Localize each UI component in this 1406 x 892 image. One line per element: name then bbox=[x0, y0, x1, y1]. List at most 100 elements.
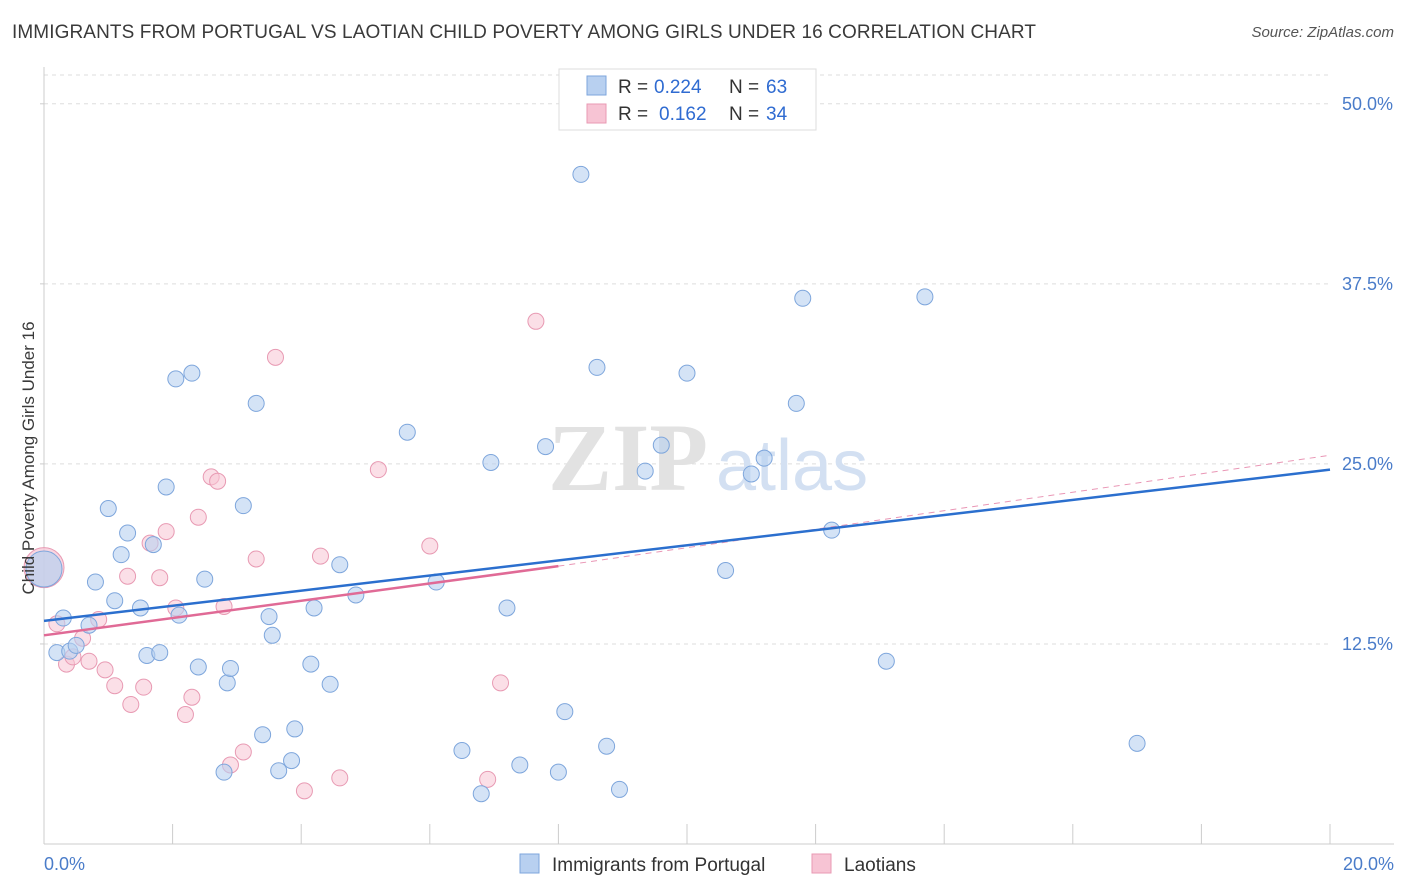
bottom-legend-swatch-pink bbox=[811, 853, 832, 874]
trend-lines bbox=[43, 454, 1331, 637]
portugal-point bbox=[472, 785, 490, 803]
legend-r-value-pink: 0.162 bbox=[659, 104, 707, 125]
y-tick-label: 50.0% bbox=[1342, 94, 1393, 114]
grid-lines bbox=[44, 74, 1330, 645]
legend-r-label-blue: R = bbox=[618, 77, 648, 98]
laotians-point bbox=[492, 674, 510, 692]
laotians-point bbox=[234, 743, 252, 761]
laotians-point bbox=[119, 567, 137, 585]
laotians-points bbox=[23, 312, 545, 800]
watermark-atlas: atlas bbox=[716, 426, 868, 506]
legend-box: R = 0.224 N = 63 R = 0.162 N = 34 bbox=[558, 68, 817, 131]
watermark: ZIP atlas bbox=[548, 404, 868, 511]
laotians-point bbox=[331, 769, 349, 787]
portugal-point bbox=[1128, 734, 1146, 752]
portugal-point bbox=[157, 478, 175, 496]
portugal-point bbox=[221, 659, 239, 677]
portugal-point bbox=[511, 756, 529, 774]
portugal-point bbox=[106, 592, 124, 610]
axes bbox=[40, 67, 1394, 845]
portugal-point bbox=[302, 655, 320, 673]
portugal-point bbox=[260, 608, 278, 626]
portugal-point bbox=[25, 550, 63, 588]
portugal-point bbox=[916, 288, 934, 306]
portugal-point bbox=[742, 465, 760, 483]
y-tick-label: 12.5% bbox=[1342, 634, 1393, 654]
laotians-point bbox=[421, 537, 439, 555]
portugal-point bbox=[755, 449, 773, 467]
portugal-point bbox=[263, 626, 281, 644]
legend-n-value-pink: 34 bbox=[766, 104, 788, 125]
laotians-trend-line bbox=[43, 564, 559, 637]
portugal-point bbox=[196, 570, 214, 588]
portugal-point bbox=[794, 289, 812, 307]
laotians-point bbox=[247, 550, 265, 568]
portugal-point bbox=[482, 453, 500, 471]
portugal-point bbox=[183, 364, 201, 382]
portugal-point bbox=[112, 546, 130, 564]
chart-title: IMMIGRANTS FROM PORTUGAL VS LAOTIAN CHIL… bbox=[12, 22, 1037, 43]
legend-swatch-blue bbox=[586, 75, 607, 96]
portugal-point bbox=[86, 573, 104, 591]
portugal-point bbox=[144, 536, 162, 554]
portugal-point bbox=[549, 763, 567, 781]
bottom-legend-swatch-blue bbox=[519, 853, 540, 874]
laotians-point bbox=[369, 461, 387, 479]
laotians-point bbox=[295, 782, 313, 800]
portugal-point bbox=[717, 561, 735, 579]
legend-swatch-pink bbox=[586, 103, 607, 124]
laotians-point bbox=[96, 661, 114, 679]
portugal-points bbox=[25, 165, 1146, 803]
portugal-point bbox=[151, 644, 169, 662]
portugal-point bbox=[305, 599, 323, 617]
portugal-point bbox=[498, 599, 516, 617]
portugal-point bbox=[119, 524, 137, 542]
watermark-zip: ZIP bbox=[548, 404, 708, 511]
portugal-point bbox=[877, 652, 895, 670]
portugal-point bbox=[215, 763, 233, 781]
portugal-point bbox=[652, 436, 670, 454]
portugal-point bbox=[453, 742, 471, 760]
legend-n-label-pink: N = bbox=[729, 104, 759, 125]
laotians-point bbox=[135, 678, 153, 696]
portugal-point bbox=[610, 780, 628, 798]
laotians-trend-extension bbox=[558, 454, 1331, 567]
portugal-point bbox=[283, 752, 301, 770]
bottom-legend-label-blue: Immigrants from Portugal bbox=[552, 855, 765, 876]
portugal-point bbox=[787, 394, 805, 412]
portugal-point bbox=[218, 674, 236, 692]
portugal-point bbox=[636, 462, 654, 480]
laotians-point bbox=[176, 706, 194, 724]
laotians-point bbox=[527, 312, 545, 330]
portugal-point bbox=[321, 675, 339, 693]
laotians-point bbox=[106, 677, 124, 695]
laotians-point bbox=[80, 652, 98, 670]
portugal-point bbox=[189, 658, 207, 676]
portugal-point bbox=[247, 394, 265, 412]
portugal-point bbox=[286, 720, 304, 738]
portugal-point bbox=[67, 636, 85, 654]
x-tick-label-min: 0.0% bbox=[44, 854, 85, 874]
portugal-point bbox=[254, 726, 272, 744]
laotians-point bbox=[479, 770, 497, 788]
laotians-point bbox=[209, 472, 227, 490]
legend-r-label-pink: R = bbox=[618, 104, 648, 125]
portugal-point bbox=[170, 606, 188, 624]
portugal-point bbox=[270, 762, 288, 780]
portugal-trend-line bbox=[43, 468, 1331, 623]
portugal-point bbox=[588, 358, 606, 376]
laotians-point bbox=[122, 695, 140, 713]
y-tick-label: 37.5% bbox=[1342, 274, 1393, 294]
y-tick-labels: 12.5% 25.0% 37.5% 50.0% bbox=[1342, 94, 1393, 654]
portugal-point bbox=[572, 165, 590, 183]
portugal-point bbox=[556, 703, 574, 721]
portugal-point bbox=[331, 556, 349, 574]
laotians-point bbox=[151, 569, 169, 587]
legend-n-value-blue: 63 bbox=[766, 77, 787, 98]
laotians-point bbox=[157, 523, 175, 541]
portugal-point bbox=[598, 737, 616, 755]
laotians-point bbox=[183, 688, 201, 706]
laotians-point bbox=[189, 508, 207, 526]
portugal-point bbox=[99, 500, 117, 518]
